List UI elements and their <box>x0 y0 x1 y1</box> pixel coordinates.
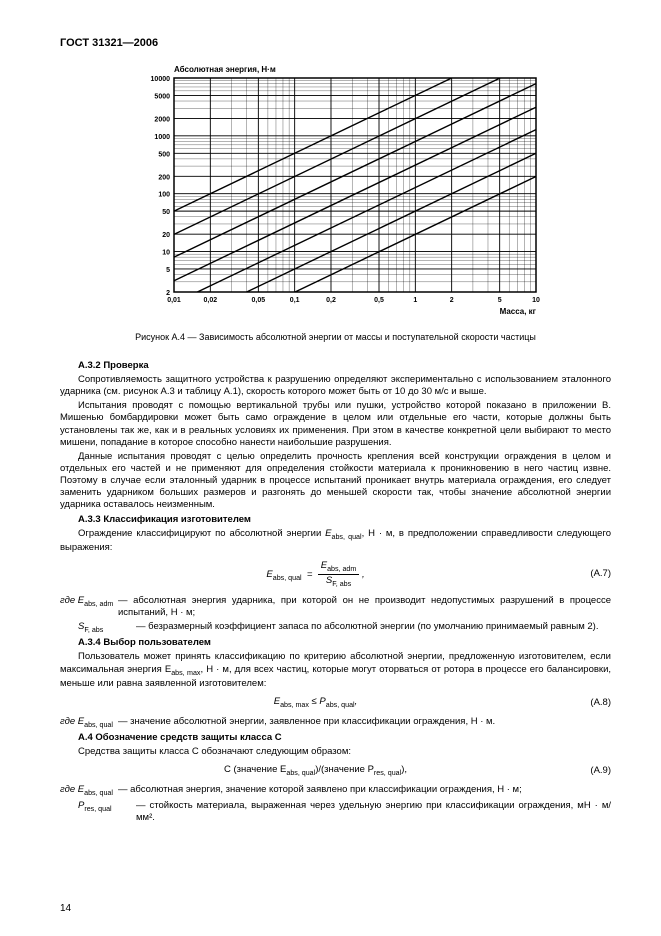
section-a32-title: А.3.2 Проверка <box>60 360 611 372</box>
def-eabs-qual: где Eabs, qual — значение абсолютной эне… <box>60 716 611 730</box>
svg-text:0,2: 0,2 <box>326 297 336 304</box>
para-a34-1: Пользователь может принять классификацию… <box>60 651 611 689</box>
para-a33-1: Ограждение классифицируют по абсолютной … <box>60 528 611 554</box>
svg-text:2: 2 <box>449 297 453 304</box>
svg-text:5000: 5000 <box>154 93 170 100</box>
para-a4-1: Средства защиты класса С обозначают след… <box>60 746 611 758</box>
svg-text:Масса, кг: Масса, кг <box>499 307 536 316</box>
svg-text:1000: 1000 <box>154 134 170 141</box>
document-id: ГОСТ 31321—2006 <box>60 36 611 50</box>
figure-caption: Рисунок А.4 — Зависимость абсолютной эне… <box>60 332 611 344</box>
svg-text:100: 100 <box>158 192 170 199</box>
svg-text:10: 10 <box>532 297 540 304</box>
para-a32-1: Сопротивляемость защитного устройства к … <box>60 374 611 398</box>
def-pres-qual: Pres, qual — стойкость материала, выраже… <box>60 800 611 824</box>
def-eabs-adm: где Eabs, adm — абсолютная энергия ударн… <box>60 595 611 619</box>
section-a33-title: А.3.3 Классификация изготовителем <box>60 514 611 526</box>
svg-text:0,05: 0,05 <box>251 297 265 304</box>
formula-a7: Eabs, qual = Eabs, adm SF, abs , (А.7) <box>60 560 611 589</box>
svg-text:500: 500 <box>158 151 170 158</box>
svg-text:2000: 2000 <box>154 117 170 124</box>
formula-a8: Eabs, max ≤ Pabs, qual, (А.8) <box>60 696 611 710</box>
svg-text:0,02: 0,02 <box>203 297 217 304</box>
para-a32-3: Данные испытания проводят с целью опреде… <box>60 451 611 512</box>
svg-text:10000: 10000 <box>150 76 170 83</box>
svg-text:0,1: 0,1 <box>289 297 299 304</box>
svg-text:10: 10 <box>162 250 170 257</box>
section-a34-title: А.3.4 Выбор пользователем <box>60 637 611 649</box>
formula-a7-label: (А.7) <box>571 568 611 580</box>
figure-a4-chart: 0,01 0,02 0,05 0,1 0,2 0,5 1 2 5 10 2 5 10 20 50 100 200… <box>126 60 546 324</box>
svg-text:50: 50 <box>162 209 170 216</box>
formula-a9-label: (А.9) <box>571 765 611 777</box>
def-eabs-qual-2: где Eabs, qual — абсолютная энергия, зна… <box>60 784 611 798</box>
svg-text:20: 20 <box>162 232 170 239</box>
formula-a9: С (значение Eabs, qual)/(значение Pres, … <box>60 764 611 778</box>
svg-text:200: 200 <box>158 174 170 181</box>
formula-a8-label: (А.8) <box>571 697 611 709</box>
svg-text:5: 5 <box>497 297 501 304</box>
svg-text:1: 1 <box>413 297 417 304</box>
para-a32-2: Испытания проводят с помощью вертикально… <box>60 400 611 449</box>
svg-text:Абсолютная энергия, Н·м: Абсолютная энергия, Н·м <box>174 65 276 74</box>
svg-text:5: 5 <box>166 267 170 274</box>
section-a4-title: А.4 Обозначение средств защиты класса С <box>60 732 611 744</box>
svg-text:0,01: 0,01 <box>167 297 181 304</box>
def-sf-abs: SF, abs — безразмерный коэффициент запас… <box>60 621 611 635</box>
svg-text:0,5: 0,5 <box>374 297 384 304</box>
page-number: 14 <box>60 903 71 916</box>
svg-text:2: 2 <box>166 290 170 297</box>
